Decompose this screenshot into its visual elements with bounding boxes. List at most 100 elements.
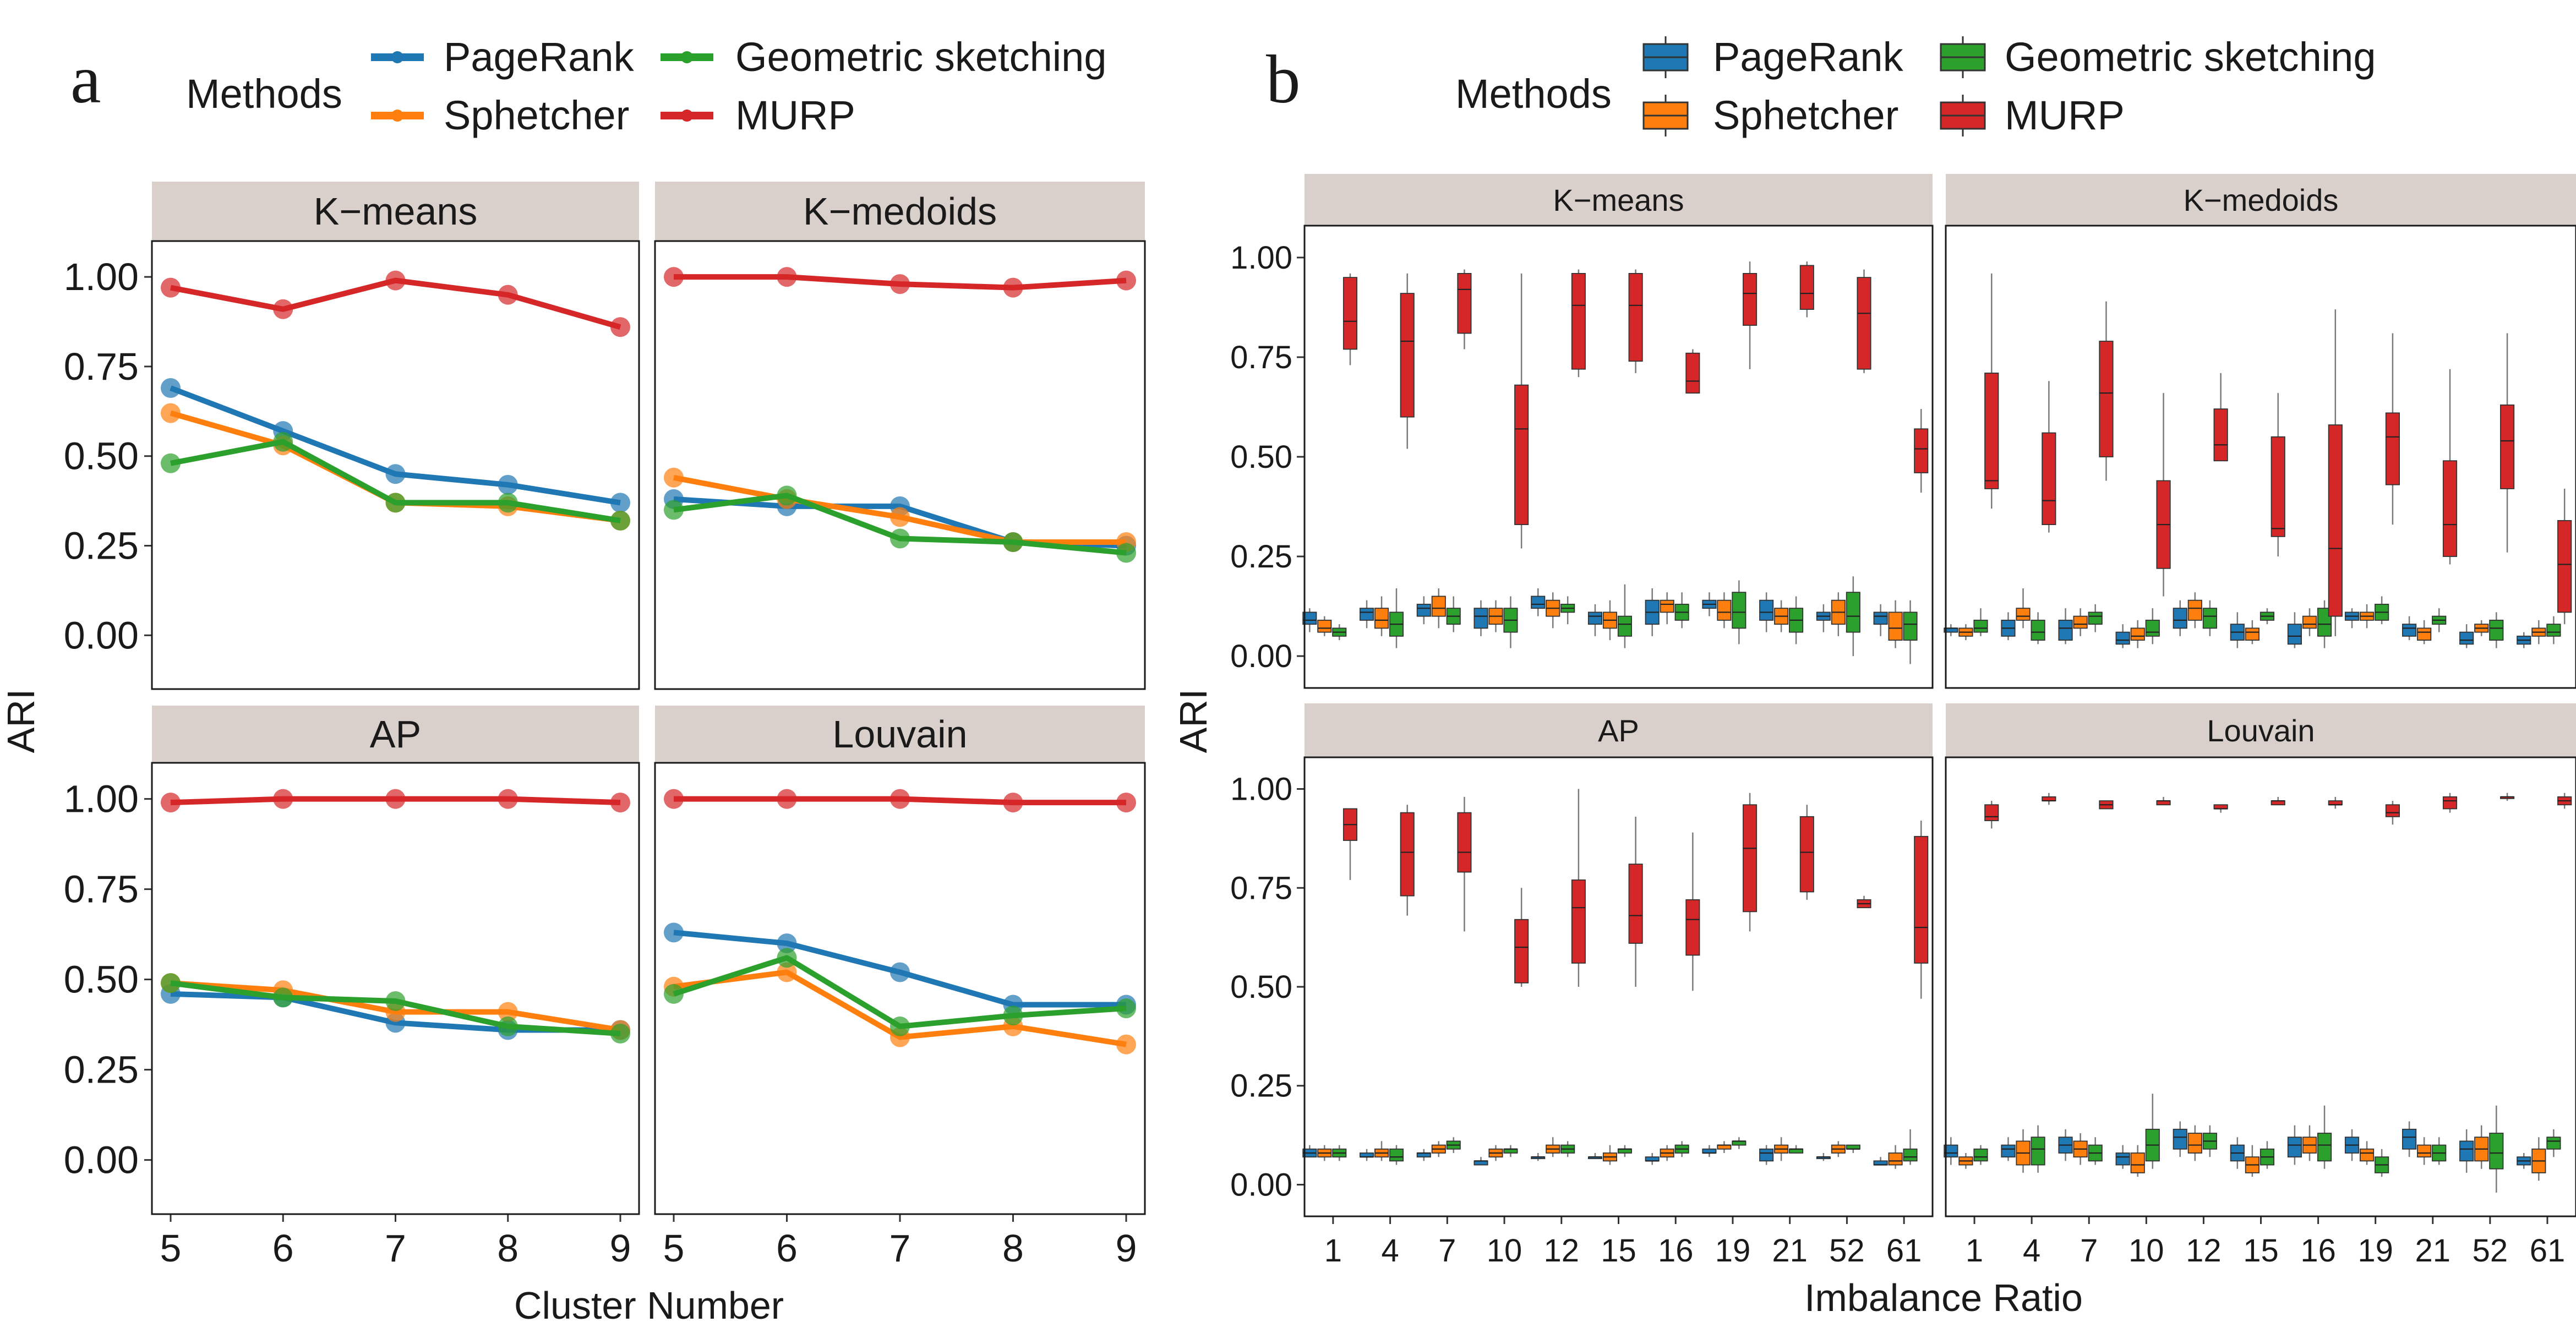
box-pagerank [1587, 1152, 1603, 1160]
facet-strip-label: K−means [314, 190, 478, 233]
x-tick-label: 8 [497, 1227, 519, 1270]
legend-a-key-murp [661, 110, 713, 122]
box-sphetcher [1717, 592, 1732, 629]
box-murp [2213, 804, 2228, 813]
box-sphetcher [2302, 1125, 2317, 1161]
box-pagerank [2173, 1121, 2187, 1157]
point-geometric-sketching [498, 1016, 518, 1036]
x-tick-label: 4 [2023, 1233, 2040, 1269]
box-pagerank [1759, 1145, 1774, 1165]
point-murp [385, 789, 406, 809]
legend-a: Methods PageRank Sphetcher Geometric ske… [186, 34, 1107, 138]
x-tick-label: 5 [663, 1227, 685, 1270]
box-geometric-sketching [1446, 596, 1461, 632]
box-murp [1571, 269, 1586, 378]
legend-b-title: Methods [1455, 71, 1612, 117]
box-pagerank [1473, 1157, 1488, 1166]
box-sphetcher [2073, 608, 2088, 636]
box-pagerank [1473, 600, 1488, 636]
panel-a-facets: K−means 0.00 0.25 0.50 0.75 1.00 K−medoids AP 0.… [64, 182, 1146, 1270]
box-murp [2042, 381, 2056, 533]
box-geometric-sketching [1903, 1129, 1918, 1165]
box-geometric-sketching [2145, 1094, 2160, 1169]
panel-border [151, 240, 640, 690]
box-sphetcher [1660, 1145, 1674, 1161]
box-geometric-sketching [1503, 1145, 1518, 1157]
point-geometric-sketching [1003, 532, 1023, 553]
facet-strip [1305, 703, 1933, 757]
x-tick-label: 7 [1438, 1233, 1456, 1269]
point-murp [664, 789, 684, 809]
box-murp [1514, 273, 1529, 549]
box-geometric-sketching [2489, 612, 2504, 648]
box-murp [2271, 393, 2285, 557]
box-geometric-sketching [2031, 1125, 2045, 1173]
box-pagerank [2173, 600, 2187, 636]
panel-b-facets: K−means 0.00 0.25 0.50 0.75 1.00 K−medoids AP 0.… [1230, 174, 2576, 1269]
box-geometric-sketching [1560, 596, 1575, 625]
x-tick-label: 12 [1544, 1233, 1580, 1269]
box-sphetcher [1374, 1141, 1389, 1161]
box-sphetcher [2417, 1137, 2432, 1165]
box-murp [2328, 309, 2343, 636]
box-sphetcher [2531, 620, 2546, 644]
box-murp [1685, 832, 1700, 991]
x-tick-label: 7 [2080, 1233, 2098, 1269]
point-murp [161, 277, 181, 298]
box-geometric-sketching [2260, 1141, 2275, 1169]
x-tick-label: 5 [160, 1227, 182, 1270]
point-murp [890, 789, 910, 809]
box-geometric-sketching [1617, 1145, 1632, 1157]
point-murp [664, 267, 684, 287]
facet-strip-label: Louvain [832, 713, 967, 756]
facet-b-louvain: Louvain 1 4 7 10 12 15 16 19 21 52 61 [1944, 703, 2576, 1269]
point-murp [161, 793, 181, 813]
y-tick-label: 0.25 [1230, 1068, 1292, 1104]
box-pagerank [1645, 1152, 1660, 1165]
point-murp [498, 285, 518, 305]
point-murp [777, 789, 797, 809]
box-sphetcher [1831, 1141, 1846, 1157]
box-murp [1984, 273, 1999, 509]
box-pagerank [2058, 608, 2073, 644]
box-murp [2557, 793, 2572, 809]
box-pagerank [2459, 1129, 2474, 1173]
legend-b-label-sphetcher: Sphetcher [1713, 92, 1898, 138]
box-murp [2385, 801, 2400, 825]
box-geometric-sketching [2375, 1149, 2389, 1177]
point-geometric-sketching [610, 510, 630, 531]
legend-a-key-pagerank [371, 51, 424, 63]
box-pagerank [2287, 612, 2302, 648]
box-geometric-sketching [1503, 596, 1518, 648]
facet-strip [1305, 174, 1933, 226]
box-sphetcher [1431, 1141, 1446, 1157]
x-tick-label: 16 [1658, 1233, 1694, 1269]
box-geometric-sketching [2088, 604, 2103, 632]
box-sphetcher [1958, 1152, 1973, 1169]
box-murp [1342, 808, 1358, 880]
x-tick-label: 19 [2357, 1233, 2393, 1269]
legend-b: Methods PageRank Sphetcher Geometric ske… [1455, 34, 2376, 138]
point-murp [1116, 270, 1136, 291]
box-pagerank [2287, 1125, 2302, 1165]
box-geometric-sketching [1903, 600, 1918, 664]
point-murp [385, 270, 406, 291]
box-geometric-sketching [2432, 1137, 2447, 1165]
point-murp [273, 789, 293, 809]
point-geometric-sketching [610, 1024, 630, 1044]
facet-b-k-medoids: K−medoids [1944, 174, 2576, 689]
y-tick-label: 0.75 [1230, 340, 1292, 375]
box-sphetcher [1602, 1145, 1617, 1165]
x-tick-label: 10 [2129, 1233, 2164, 1269]
box-murp [2156, 393, 2171, 597]
panel-border [1945, 225, 2576, 689]
box-sphetcher [1888, 600, 1903, 648]
point-geometric-sketching [1003, 1006, 1023, 1026]
legend-a-label-geometric-sketching: Geometric sketching [735, 34, 1107, 80]
point-pagerank [777, 933, 797, 953]
point-murp [1116, 793, 1136, 813]
y-tick-label: 0.25 [64, 525, 139, 567]
box-sphetcher [2016, 1129, 2031, 1173]
box-murp [2099, 301, 2114, 481]
